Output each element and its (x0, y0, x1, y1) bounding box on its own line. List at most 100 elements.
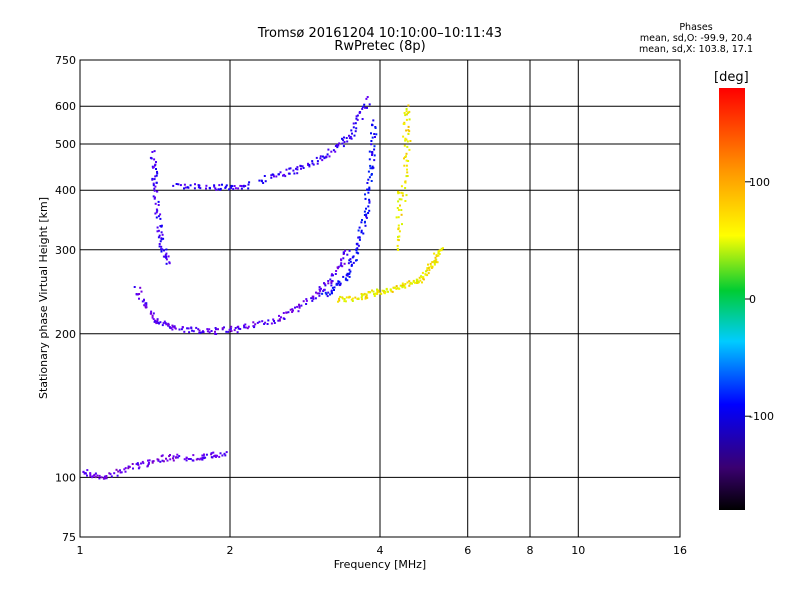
data-point (331, 286, 334, 289)
data-point (308, 163, 311, 166)
data-point (151, 314, 154, 317)
data-point (365, 215, 368, 218)
data-point (156, 320, 159, 323)
data-point (346, 274, 349, 277)
data-point (141, 460, 144, 463)
data-point (119, 471, 122, 474)
data-point (254, 323, 257, 326)
data-point (287, 311, 290, 314)
data-point (285, 311, 288, 314)
data-point (368, 158, 371, 161)
chart-title: Tromsø 20161204 10:10:00–10:11:43 (257, 26, 503, 41)
data-point (171, 328, 174, 331)
data-point (147, 459, 149, 462)
data-point (405, 118, 408, 121)
data-point (408, 110, 411, 113)
data-point (406, 168, 408, 171)
data-point (165, 252, 168, 255)
data-point (365, 216, 368, 219)
data-point (349, 270, 352, 273)
data-point (262, 182, 265, 184)
data-point (440, 247, 443, 250)
data-point (143, 304, 146, 307)
data-point (298, 306, 301, 309)
data-point (368, 150, 371, 153)
data-point (135, 463, 138, 466)
data-point (350, 263, 353, 266)
data-point (108, 472, 111, 475)
data-point (298, 303, 300, 306)
data-point (154, 202, 157, 205)
data-point (419, 279, 422, 282)
data-point (105, 476, 108, 479)
data-point (343, 136, 345, 139)
data-point (335, 270, 338, 272)
data-points (82, 96, 444, 480)
data-point (195, 458, 198, 461)
data-point (330, 284, 333, 287)
data-point (431, 266, 434, 269)
data-point (166, 459, 169, 462)
data-point (156, 230, 159, 233)
data-point (149, 156, 152, 159)
data-point (399, 204, 401, 207)
data-point (407, 125, 410, 128)
data-point (427, 263, 429, 266)
data-point (189, 458, 192, 460)
data-point (403, 121, 406, 124)
data-point (162, 255, 165, 258)
data-point (435, 261, 438, 264)
data-point (252, 321, 255, 324)
data-point (277, 319, 280, 322)
data-point (346, 253, 349, 256)
data-point (428, 269, 431, 272)
data-point (365, 293, 368, 296)
data-point (339, 264, 342, 267)
phase-stats-heading: Phases (679, 22, 713, 33)
data-point (367, 170, 370, 173)
data-point (366, 96, 369, 98)
data-point (277, 173, 280, 176)
data-point (370, 140, 373, 142)
data-point (270, 176, 273, 179)
data-point (305, 303, 308, 305)
data-point (382, 289, 385, 292)
data-point (325, 155, 328, 158)
data-point (165, 323, 168, 326)
data-point (356, 247, 359, 250)
data-point (234, 327, 237, 329)
data-point (348, 268, 351, 271)
data-point (115, 468, 118, 471)
data-point (363, 221, 366, 224)
data-point (144, 306, 147, 309)
data-point (161, 233, 164, 236)
data-point (145, 303, 148, 306)
data-point (154, 196, 156, 199)
data-point (321, 159, 324, 162)
data-point (201, 458, 204, 461)
data-point (264, 180, 267, 183)
data-point (398, 287, 401, 290)
colorbar-tick-label: 100 (749, 176, 770, 189)
data-point (82, 470, 85, 473)
data-point (215, 333, 218, 335)
data-point (321, 292, 324, 295)
data-point (402, 284, 405, 287)
data-point (138, 293, 141, 295)
data-point (160, 237, 163, 240)
data-point (404, 137, 407, 140)
data-point (434, 256, 437, 259)
data-point (185, 456, 188, 459)
data-point (247, 183, 250, 186)
data-point (173, 325, 176, 328)
data-point (239, 184, 242, 187)
data-point (187, 327, 190, 330)
data-point (406, 171, 409, 174)
data-point (296, 166, 299, 169)
data-point (185, 459, 188, 462)
data-point (324, 284, 327, 287)
data-point (178, 455, 181, 458)
data-point (366, 296, 369, 299)
data-point (132, 467, 134, 470)
data-point (148, 459, 151, 462)
